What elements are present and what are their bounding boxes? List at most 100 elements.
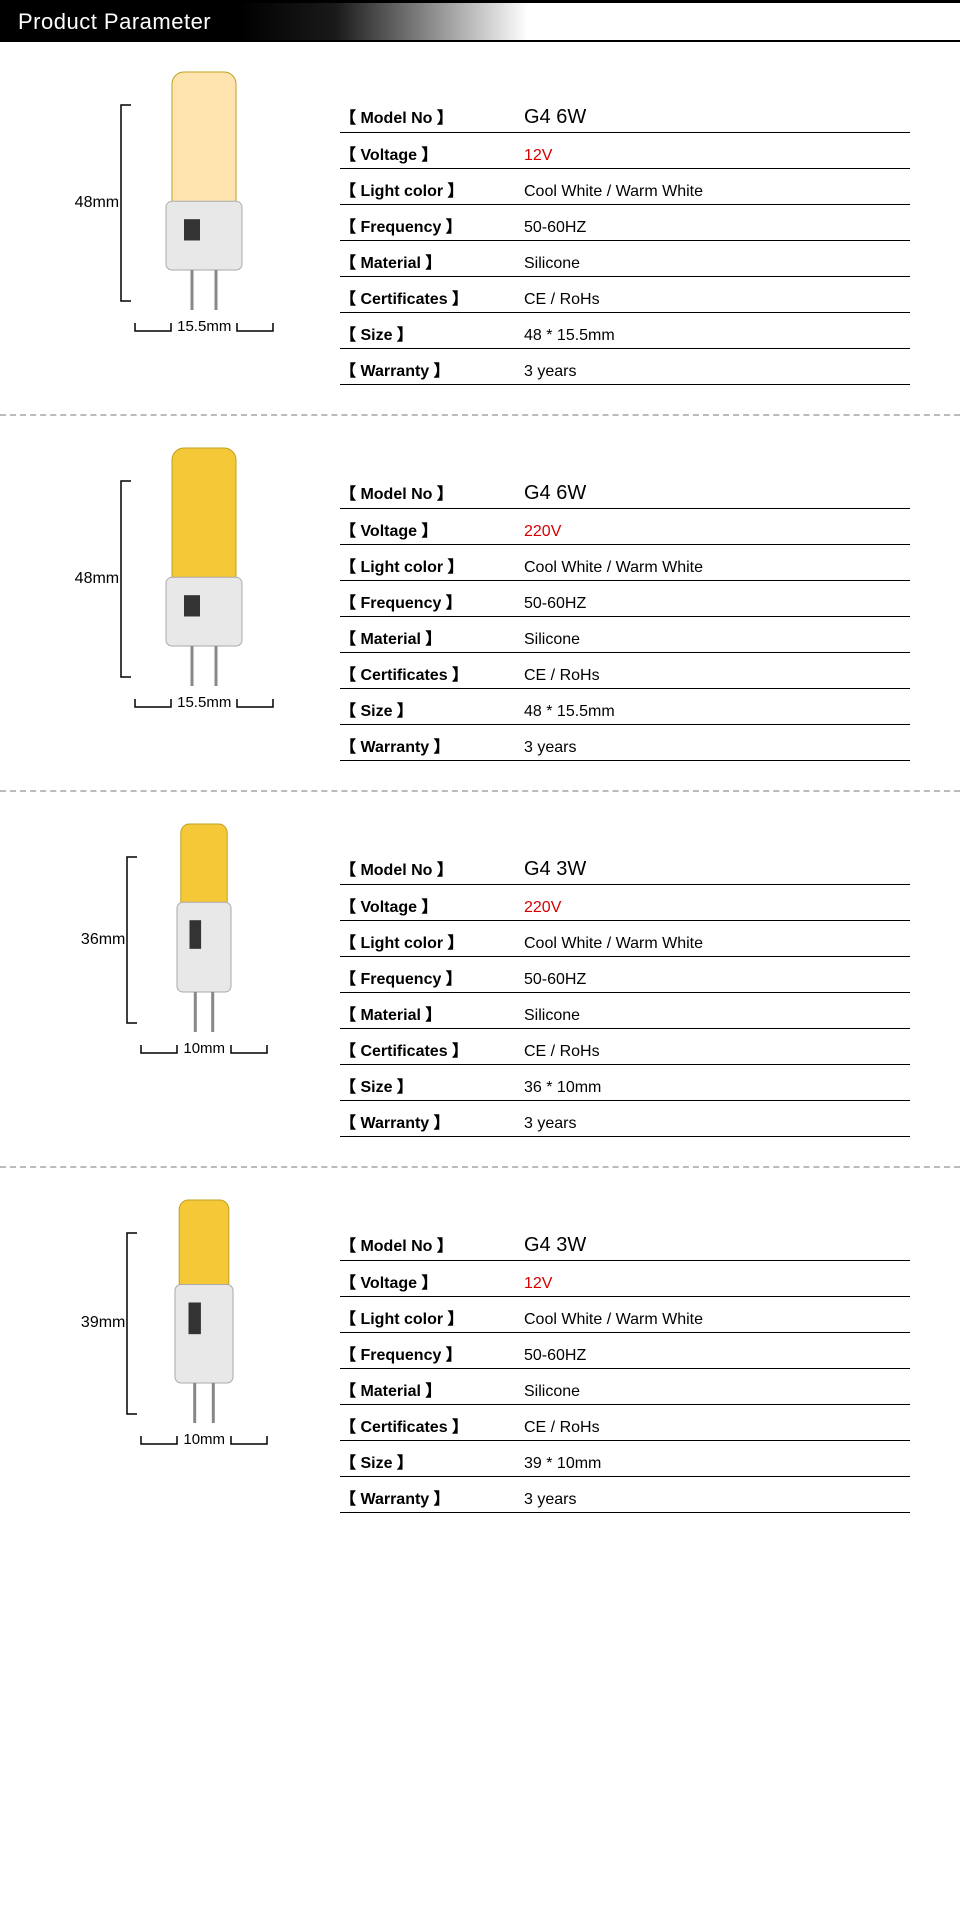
width-dimension: 15.5mm (133, 694, 275, 711)
width-dimension: 10mm (139, 1431, 269, 1448)
spec-row-certificates: 【 Certificates 】 CE / RoHs (340, 657, 910, 689)
width-label: 15.5mm (177, 694, 231, 711)
spec-row-material: 【 Material 】 Silicone (340, 245, 910, 277)
bulb-icon (164, 70, 244, 310)
bulb-icon (164, 446, 244, 686)
spec-label: 【 Light color 】 (340, 553, 500, 577)
spec-table: 【 Model No 】 G4 3W 【 Voltage 】 12V 【 Lig… (330, 1198, 940, 1517)
image-column: 48mm 15.5mm (20, 70, 330, 389)
spec-row-warranty: 【 Warranty 】 3 years (340, 1105, 910, 1137)
spec-label: 【 Light color 】 (340, 929, 500, 953)
spec-row-frequency: 【 Frequency 】 50-60HZ (340, 1337, 910, 1369)
spec-row-lightcolor: 【 Light color 】 Cool White / Warm White (340, 1301, 910, 1333)
height-label: 39mm (81, 1314, 125, 1332)
product-section: 39mm 10mm (0, 1168, 960, 1542)
width-dimension: 15.5mm (133, 318, 275, 335)
spec-row-voltage: 【 Voltage 】 220V (340, 513, 910, 545)
spec-value-size: 36 * 10mm (500, 1079, 601, 1097)
spec-value-voltage: 220V (500, 899, 561, 917)
header-title: Product Parameter (18, 9, 211, 35)
spec-row-model: 【 Model No 】 G4 6W (340, 476, 910, 509)
width-dimension: 10mm (139, 1040, 269, 1057)
spec-label: 【 Voltage 】 (340, 1269, 500, 1293)
spec-label: 【 Material 】 (340, 625, 500, 649)
spec-label: 【 Size 】 (340, 1073, 500, 1097)
spec-label: 【 Voltage 】 (340, 141, 500, 165)
height-dimension: 36mm (81, 855, 139, 1025)
spec-value-material: Silicone (500, 255, 580, 273)
height-dimension: 39mm (81, 1231, 139, 1416)
product-section: 36mm 10mm (0, 792, 960, 1166)
height-dimension: 48mm (75, 103, 133, 303)
spec-row-lightcolor: 【 Light color 】 Cool White / Warm White (340, 549, 910, 581)
spec-value-model: G4 3W (500, 1234, 586, 1257)
spec-label: 【 Voltage 】 (340, 893, 500, 917)
height-label: 36mm (81, 931, 125, 949)
height-label: 48mm (75, 570, 119, 588)
spec-value-lightcolor: Cool White / Warm White (500, 935, 703, 953)
spec-value-warranty: 3 years (500, 1115, 576, 1133)
width-label: 10mm (183, 1431, 225, 1448)
spec-row-warranty: 【 Warranty 】 3 years (340, 729, 910, 761)
spec-label: 【 Certificates 】 (340, 285, 500, 309)
spec-table: 【 Model No 】 G4 3W 【 Voltage 】 220V 【 Li… (330, 822, 940, 1141)
spec-value-frequency: 50-60HZ (500, 595, 586, 613)
spec-value-material: Silicone (500, 631, 580, 649)
spec-label: 【 Model No 】 (340, 1232, 500, 1256)
header-bar: Product Parameter (0, 0, 960, 40)
spec-row-voltage: 【 Voltage 】 220V (340, 889, 910, 921)
spec-value-frequency: 50-60HZ (500, 1347, 586, 1365)
spec-label: 【 Material 】 (340, 1377, 500, 1401)
spec-value-size: 39 * 10mm (500, 1455, 601, 1473)
spec-label: 【 Certificates 】 (340, 1413, 500, 1437)
image-column: 36mm 10mm (20, 822, 330, 1141)
spec-value-size: 48 * 15.5mm (500, 703, 615, 721)
spec-row-voltage: 【 Voltage 】 12V (340, 1265, 910, 1297)
spec-label: 【 Frequency 】 (340, 965, 500, 989)
spec-row-voltage: 【 Voltage 】 12V (340, 137, 910, 169)
spec-value-material: Silicone (500, 1383, 580, 1401)
spec-value-frequency: 50-60HZ (500, 219, 586, 237)
spec-label: 【 Size 】 (340, 321, 500, 345)
spec-label: 【 Frequency 】 (340, 1341, 500, 1365)
spec-label: 【 Material 】 (340, 249, 500, 273)
spec-label: 【 Model No 】 (340, 856, 500, 880)
spec-label: 【 Warranty 】 (340, 1109, 500, 1133)
spec-label: 【 Warranty 】 (340, 733, 500, 757)
spec-value-warranty: 3 years (500, 739, 576, 757)
spec-label: 【 Light color 】 (340, 177, 500, 201)
spec-label: 【 Voltage 】 (340, 517, 500, 541)
products-container: 48mm 15.5mm (0, 40, 960, 1542)
spec-label: 【 Certificates 】 (340, 1037, 500, 1061)
spec-label: 【 Model No 】 (340, 480, 500, 504)
spec-label: 【 Certificates 】 (340, 661, 500, 685)
bulb-icon (175, 822, 233, 1032)
spec-value-voltage: 220V (500, 523, 561, 541)
height-dimension: 48mm (75, 479, 133, 679)
spec-label: 【 Warranty 】 (340, 357, 500, 381)
width-label: 10mm (183, 1040, 225, 1057)
spec-value-model: G4 6W (500, 482, 586, 505)
spec-label: 【 Size 】 (340, 1449, 500, 1473)
spec-value-model: G4 3W (500, 858, 586, 881)
spec-value-warranty: 3 years (500, 363, 576, 381)
spec-row-size: 【 Size 】 48 * 15.5mm (340, 693, 910, 725)
spec-value-certificates: CE / RoHs (500, 667, 600, 685)
spec-row-warranty: 【 Warranty 】 3 years (340, 353, 910, 385)
spec-row-model: 【 Model No 】 G4 3W (340, 852, 910, 885)
height-label: 48mm (75, 194, 119, 212)
spec-value-voltage: 12V (500, 1275, 552, 1293)
spec-value-lightcolor: Cool White / Warm White (500, 559, 703, 577)
spec-table: 【 Model No 】 G4 6W 【 Voltage 】 220V 【 Li… (330, 446, 940, 765)
width-label: 15.5mm (177, 318, 231, 335)
spec-row-certificates: 【 Certificates 】 CE / RoHs (340, 1033, 910, 1065)
spec-value-frequency: 50-60HZ (500, 971, 586, 989)
bulb-icon (173, 1198, 235, 1423)
spec-row-size: 【 Size 】 36 * 10mm (340, 1069, 910, 1101)
spec-value-voltage: 12V (500, 147, 552, 165)
spec-row-lightcolor: 【 Light color 】 Cool White / Warm White (340, 173, 910, 205)
spec-value-material: Silicone (500, 1007, 580, 1025)
spec-label: 【 Size 】 (340, 697, 500, 721)
spec-table: 【 Model No 】 G4 6W 【 Voltage 】 12V 【 Lig… (330, 70, 940, 389)
spec-label: 【 Light color 】 (340, 1305, 500, 1329)
